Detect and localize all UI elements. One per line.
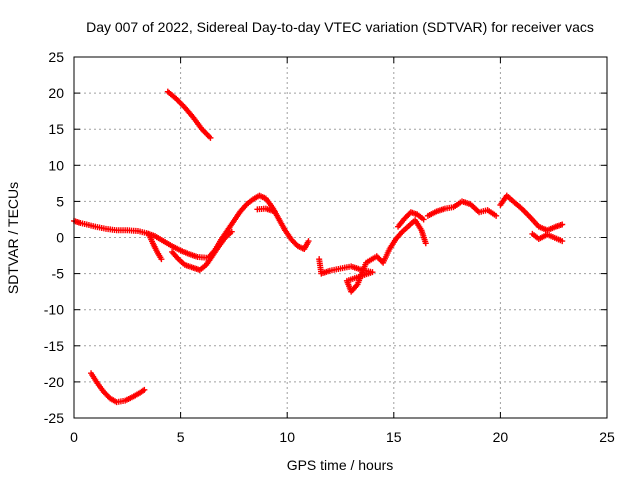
data-points: [71, 88, 566, 406]
data-point: [207, 134, 214, 141]
y-tick-label: 10: [48, 157, 64, 173]
y-tick-label: -25: [44, 410, 64, 426]
axis-ticks: 0 5 10 15 20 25 -25 -20 -15 -10 -5 0 5 10 15 20 25: [44, 49, 615, 445]
x-tick-label: 0: [70, 429, 78, 445]
plot-frame: [73, 56, 608, 419]
y-tick-label: -10: [44, 302, 64, 318]
y-tick-label: 5: [56, 193, 64, 209]
chart-title: Day 007 of 2022, Sidereal Day-to-day VTE…: [86, 19, 594, 35]
y-tick-label: 20: [48, 85, 64, 101]
data-point: [158, 256, 165, 263]
x-tick-label: 10: [279, 429, 295, 445]
y-tick-label: 0: [56, 230, 64, 246]
data-point: [493, 212, 500, 219]
x-tick-label: 5: [177, 429, 185, 445]
x-tick-label: 15: [386, 429, 402, 445]
y-tick-label: 25: [48, 49, 64, 65]
data-point: [305, 238, 312, 245]
data-point: [271, 208, 278, 215]
data-point: [422, 240, 429, 247]
x-tick-label: 25: [599, 429, 615, 445]
data-point: [228, 228, 235, 235]
y-tick-label: 15: [48, 121, 64, 137]
data-point: [420, 216, 427, 223]
x-tick-label: 20: [493, 429, 509, 445]
x-axis-label: GPS time / hours: [287, 457, 394, 473]
y-tick-label: -15: [44, 338, 64, 354]
data-point: [559, 221, 566, 228]
data-point: [559, 238, 566, 245]
grid-lines: [74, 57, 607, 418]
y-tick-label: -20: [44, 374, 64, 390]
y-tick-label: -5: [52, 266, 65, 282]
y-axis-label: SDTVAR / TECUs: [5, 182, 21, 294]
data-point: [141, 386, 148, 393]
